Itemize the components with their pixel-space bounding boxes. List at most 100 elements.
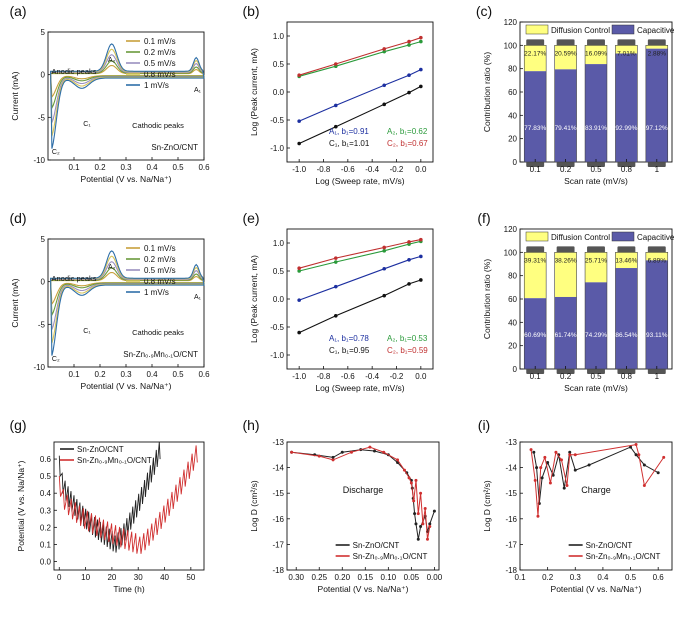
x-tick-label: 0.2 xyxy=(94,370,106,379)
annotation-C2: C₂ xyxy=(52,149,60,156)
data-point xyxy=(573,453,577,457)
data-point xyxy=(432,509,436,513)
x-tick-label: 0.4 xyxy=(146,370,158,379)
x-tick-label: 0.1 xyxy=(530,165,542,174)
data-point xyxy=(568,453,572,457)
data-point xyxy=(543,455,547,459)
x-tick-label: 0.6 xyxy=(653,573,665,582)
battery-cap xyxy=(647,246,666,254)
data-point xyxy=(532,450,536,454)
y-tick-label: -13 xyxy=(272,438,284,447)
x-axis-label: Potential (V vs. Na/Na⁺) xyxy=(81,174,172,184)
bar-label-diffusion: 7.01% xyxy=(617,50,636,57)
y-tick-label: 0.0 xyxy=(273,88,285,97)
data-point xyxy=(419,237,423,242)
cv-curve xyxy=(50,261,205,330)
bar-label-diffusion: 2.88% xyxy=(648,50,667,57)
bar-label-capacitive: 86.54% xyxy=(615,332,637,339)
y-tick-label: 0.5 xyxy=(273,267,285,276)
y-tick-label: 0.2 xyxy=(40,523,52,532)
panel-label: (g) xyxy=(9,417,26,433)
battery-base xyxy=(647,161,666,167)
data-point xyxy=(382,266,387,271)
battery-cap xyxy=(587,246,605,254)
x-axis-label: Log (Sweep rate, mV/s) xyxy=(315,383,404,393)
bar-capacitive xyxy=(615,268,638,369)
x-axis-label: Potential (V vs. Na/Na⁺) xyxy=(551,584,642,594)
legend-label: A₁, b₁=0.78 xyxy=(329,334,369,343)
data-point xyxy=(382,245,387,250)
battery-base xyxy=(556,368,575,374)
bar-diffusion xyxy=(645,252,668,261)
data-point xyxy=(382,249,387,253)
annotation-A1: A₁ xyxy=(194,294,202,301)
data-point xyxy=(414,522,418,526)
annotation-A2: A₂ xyxy=(108,264,116,271)
bar-label-diffusion: 20.59% xyxy=(555,50,577,57)
gitt-curve xyxy=(58,445,198,554)
annotation-cathodic: Cathodic peaks xyxy=(132,328,184,337)
data-point xyxy=(333,124,338,129)
y-axis-label: Log (Peak current, mA) xyxy=(249,48,259,136)
y-axis-label: Current (mA) xyxy=(10,71,20,120)
legend-label: 1 mV/s xyxy=(144,81,169,90)
y-axis-label: Contribution ratio (%) xyxy=(482,259,492,339)
battery-base xyxy=(526,161,545,167)
bar-label-diffusion: 25.71% xyxy=(585,257,607,264)
panel-i: (i) 0.1 0.2 0.3 0.4 0.5 0.6 -18 -17 -16 -15 -14 -13 P… xyxy=(478,417,673,594)
data-point xyxy=(587,463,591,467)
x-tick-label: 1 xyxy=(655,165,660,174)
data-point xyxy=(568,450,572,454)
data-point xyxy=(297,266,301,271)
y-tick-label: 0.6 xyxy=(40,455,52,464)
data-point xyxy=(333,260,338,264)
legend-label: C₁, b₁=0.95 xyxy=(329,346,370,355)
cv-curve xyxy=(50,43,205,149)
panel-e: (e) -1.0 -0.8 -0.6 -0.4 -0.2 0.0 -1.0 -0.5 0.0 0.5… xyxy=(242,210,434,393)
data-point xyxy=(419,254,423,259)
data-point xyxy=(548,481,552,485)
data-point xyxy=(333,62,338,66)
y-tick-label: -16 xyxy=(272,515,284,524)
y-tick-label: 60 xyxy=(508,88,517,97)
x-tick-label: 0.2 xyxy=(560,165,572,174)
panel-label: (d) xyxy=(9,210,26,226)
x-tick-label: 40 xyxy=(160,573,169,582)
bar-label-diffusion: 38.26% xyxy=(555,257,577,264)
x-tick-label: 0.1 xyxy=(530,372,542,381)
data-point xyxy=(539,466,543,470)
legend-label: 0.2 mV/s xyxy=(144,255,176,264)
data-point xyxy=(535,466,539,470)
x-axis-label: Log (Sweep rate, mV/s) xyxy=(315,176,404,186)
data-point xyxy=(382,450,386,454)
data-point xyxy=(554,450,558,454)
annotation-A1: A₁ xyxy=(194,87,202,94)
battery-base xyxy=(587,368,605,374)
y-tick-label: -1.0 xyxy=(270,351,284,360)
x-tick-label: 50 xyxy=(186,573,195,582)
cv-curve xyxy=(50,54,205,123)
x-tick-label: 20 xyxy=(107,573,116,582)
x-tick-label: 0.4 xyxy=(597,573,609,582)
bar-label-capacitive: 93.11% xyxy=(646,332,668,339)
x-tick-label: 0.2 xyxy=(94,163,106,172)
panel-f: (f) 0 20 40 60 80 100 120 Scan rate (mV/s) Contri… xyxy=(477,210,675,393)
x-tick-label: 0 xyxy=(57,573,62,582)
data-point xyxy=(297,119,301,123)
y-tick-label: -13 xyxy=(505,438,517,447)
panel-label: (h) xyxy=(242,417,259,433)
x-tick-label: 0.10 xyxy=(381,573,397,582)
annotation-cathodic: Cathodic peaks xyxy=(132,121,184,130)
y-tick-label: 0.0 xyxy=(273,295,285,304)
x-tick-label: 0.1 xyxy=(68,163,80,172)
bar-label-capacitive: 77.83% xyxy=(524,125,546,132)
legend-label: 0.5 mV/s xyxy=(144,266,176,275)
x-tick-label: 0.5 xyxy=(625,573,637,582)
y-tick-label: 0 xyxy=(41,71,46,80)
y-tick-label: -10 xyxy=(33,156,45,165)
y-tick-label: -15 xyxy=(505,489,517,498)
data-point xyxy=(419,84,423,89)
x-axis-label: Time (h) xyxy=(113,584,144,594)
y-tick-label: -14 xyxy=(272,464,284,473)
panel-a: (a) 0.1 0.2 0.3 0.4 0.5 0.6 -10 -5 0 5 Potential (V… xyxy=(9,3,210,184)
